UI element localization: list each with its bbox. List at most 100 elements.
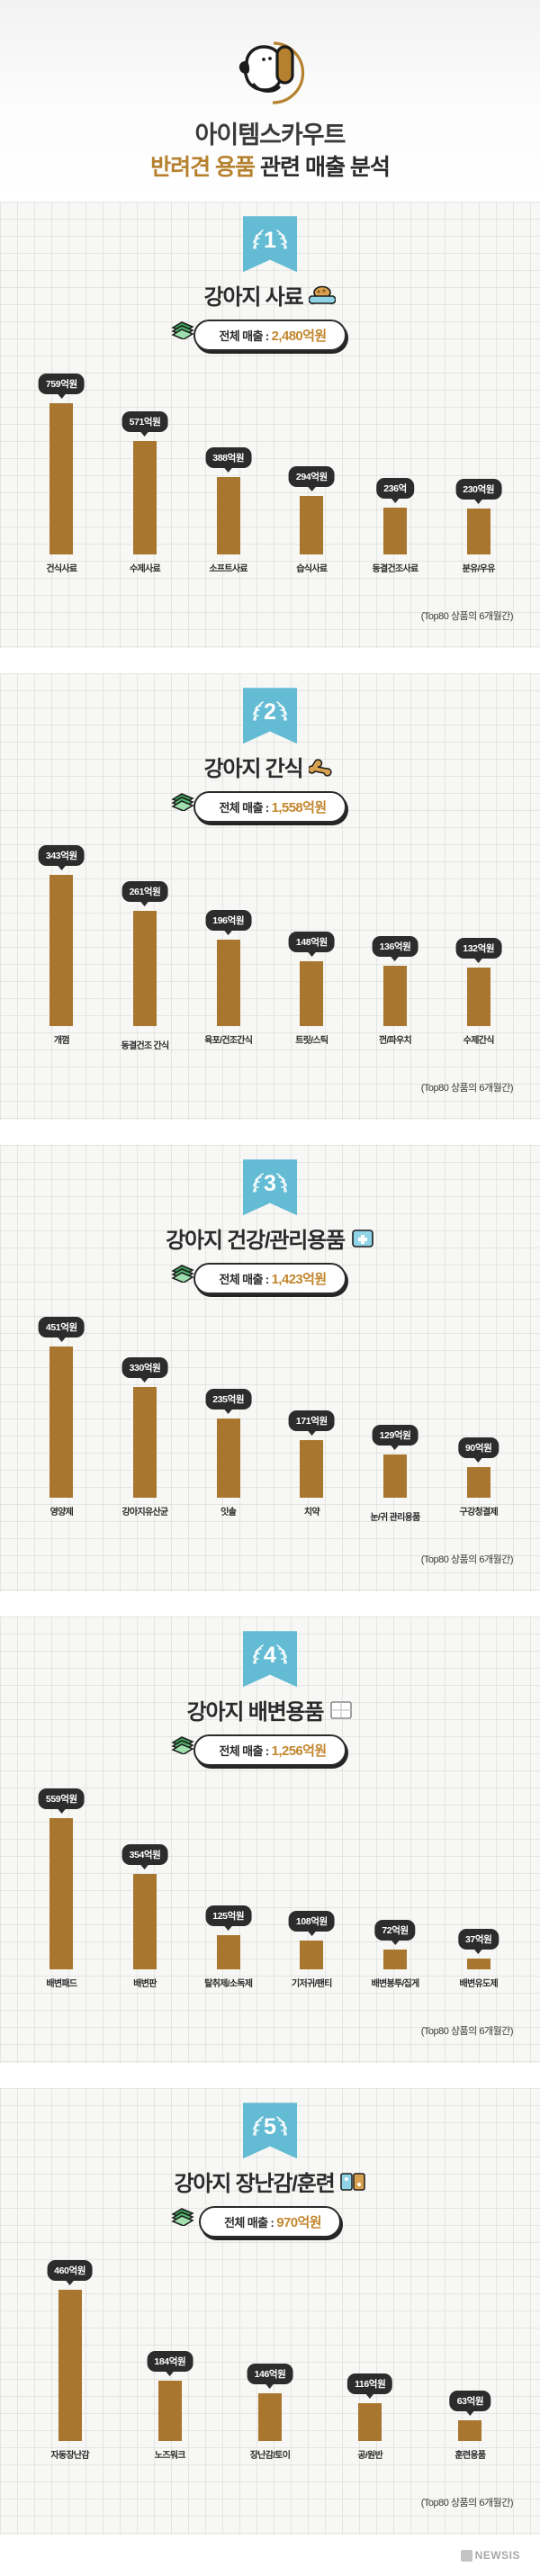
chart-bar[interactable]	[133, 1387, 157, 1499]
chart-bar[interactable]	[300, 1440, 324, 1499]
subtitle-accent: 반려견 용품	[150, 154, 256, 180]
chart-bar[interactable]	[466, 968, 490, 1027]
total-revenue-value: 2,480억원	[271, 329, 328, 345]
value-bubble: 460억원	[47, 2260, 94, 2286]
dog-treat-bone-icon	[309, 756, 336, 778]
chart-bar[interactable]	[216, 477, 240, 555]
total-revenue: 전체 매출 : 970억원	[0, 2206, 540, 2238]
rank-ribbon-shape: 4	[243, 1631, 297, 1688]
chart-column[interactable]: 230억원 분유/우유	[436, 374, 520, 574]
chart-column[interactable]: 136억원 껀/파우치	[354, 846, 437, 1046]
value-bubble: 72억원	[374, 1920, 416, 1946]
rank-ribbon-shape: 3	[243, 1159, 297, 1216]
chart-x-label: 동결건조사료	[372, 563, 419, 574]
chart-bar[interactable]	[133, 911, 157, 1027]
chart-bar[interactable]	[133, 441, 157, 555]
chart-column[interactable]: 37억원 배변유도제	[436, 1789, 520, 1989]
section-title: 강아지 건강/관리용품	[0, 1222, 540, 1254]
chart-x-label: 장난감/토이	[249, 2450, 291, 2461]
chart-column[interactable]: 759억원 건식사료	[20, 374, 104, 574]
chart-column[interactable]: 171억원 치약	[270, 1318, 354, 1518]
chart-x-label: 영양제	[50, 1507, 74, 1518]
chart-column[interactable]: 125억원 탈취제/소독제	[186, 1789, 270, 1989]
chart-footnote: (Top80 상품의 6개월간)	[420, 1554, 514, 1566]
chart-column[interactable]: 261억원 동결건조 간식	[104, 846, 187, 1051]
rank-ribbon: 2	[0, 688, 540, 744]
chart-bar[interactable]	[133, 1874, 157, 1970]
chart-column[interactable]: 129억원 눈/귀 관리용품	[354, 1318, 437, 1523]
chart-footnote: (Top80 상품의 6개월간)	[420, 1083, 514, 1094]
chart-section-1: 1 강아지 사료 전체 매출 : 2,480억원 759억원 건식사료 571억원 수제사료…	[0, 202, 540, 648]
toy-training-icon	[340, 2171, 366, 2193]
chart-column[interactable]: 108억원 기저귀/팬티	[270, 1789, 354, 1989]
chart-bar[interactable]	[50, 875, 74, 1027]
chart-bar[interactable]	[383, 966, 408, 1027]
total-revenue-pill: 전체 매출 : 1,558억원	[194, 791, 346, 824]
chart-column[interactable]: 294억원 습식사료	[270, 374, 354, 574]
total-revenue-value: 1,423억원	[271, 1272, 328, 1288]
chart-bar[interactable]	[50, 1818, 74, 1970]
chart-bar[interactable]	[216, 940, 240, 1027]
chart-bar[interactable]	[216, 1419, 240, 1499]
newsis-watermark: NEWSIS	[460, 2549, 520, 2562]
chart-column[interactable]: 571억원 수제사료	[104, 374, 187, 574]
chart-bar[interactable]	[216, 1935, 240, 1970]
chart-column[interactable]: 90억원 구강청결제	[436, 1318, 520, 1518]
chart-bar[interactable]	[383, 1950, 408, 1970]
section-title-text: 강아지 장난감/훈련	[174, 2172, 336, 2197]
chart-bar[interactable]	[466, 1959, 490, 1970]
chart-bar[interactable]	[358, 2403, 382, 2442]
chart-bar[interactable]	[258, 2393, 282, 2442]
value-bubble: 294억원	[288, 466, 335, 492]
chart-column[interactable]: 451억원 영양제	[20, 1317, 104, 1518]
bar-chart: 343억원 개껌 261억원 동결건조 간식 196억원 육포/건조간식 148억원 트릿/스…	[20, 845, 520, 1051]
chart-column[interactable]: 559억원 배변패드	[20, 1788, 104, 1989]
chart-column[interactable]: 236억 동결건조사료	[354, 374, 437, 574]
chart-column[interactable]: 235억원 잇솔	[186, 1318, 270, 1518]
chart-x-label: 껀/파우치	[378, 1035, 412, 1046]
chart-section-3: 3 강아지 건강/관리용품 전체 매출 : 1,423억원 451억원 영양제 330억원…	[0, 1145, 540, 1591]
chart-column[interactable]: 146억원 장난감/토이	[220, 2261, 320, 2461]
chart-x-label: 배변봉투/집게	[371, 1978, 419, 1989]
chart-column[interactable]: 63억원 훈련용품	[420, 2261, 520, 2461]
chart-bar[interactable]	[466, 509, 490, 555]
total-revenue-label: 전체 매출 :	[219, 1744, 272, 1759]
sections-container: 1 강아지 사료 전체 매출 : 2,480억원 759억원 건식사료 571억원 수제사료…	[0, 202, 540, 2535]
chart-column[interactable]: 184억원 노즈워크	[120, 2261, 220, 2461]
chart-bar[interactable]	[300, 1941, 324, 1970]
chart-column[interactable]: 388억원 소프트사료	[186, 374, 270, 574]
chart-column[interactable]: 148억원 트릿/스틱	[270, 846, 354, 1046]
total-revenue-pill: 전체 매출 : 970억원	[199, 2206, 341, 2238]
chart-bar[interactable]	[58, 2290, 82, 2442]
chart-bar[interactable]	[466, 1467, 490, 1499]
chart-bar[interactable]	[383, 508, 408, 555]
chart-column[interactable]: 116억원 공/원반	[320, 2261, 420, 2461]
chart-column[interactable]: 330억원 강아지유산균	[104, 1318, 187, 1518]
money-icon	[169, 2202, 196, 2230]
chart-bar[interactable]	[300, 961, 324, 1027]
chart-x-label: 노즈워크	[154, 2450, 186, 2461]
chart-bar[interactable]	[50, 1347, 74, 1499]
section-divider	[0, 1120, 540, 1146]
chart-column[interactable]: 354억원 배변판	[104, 1789, 187, 1989]
chart-column[interactable]: 132억원 수제간식	[436, 846, 520, 1046]
total-revenue-label: 전체 매출 :	[219, 1273, 272, 1287]
chart-column[interactable]: 196억원 육포/건조간식	[186, 846, 270, 1046]
newsis-mark-icon	[460, 2549, 472, 2562]
chart-bar[interactable]	[300, 496, 324, 555]
chart-x-label: 건식사료	[46, 563, 77, 574]
chart-x-label: 자동장난감	[50, 2450, 89, 2461]
chart-bar[interactable]	[383, 1455, 408, 1499]
chart-bar[interactable]	[458, 2420, 482, 2442]
chart-bar[interactable]	[50, 403, 74, 555]
chart-bar[interactable]	[158, 2381, 182, 2442]
chart-column[interactable]: 343억원 개껌	[20, 845, 104, 1046]
value-bubble: 330억원	[122, 1357, 168, 1383]
section-title: 강아지 간식	[0, 751, 540, 782]
value-bubble: 108억원	[288, 1911, 335, 1937]
money-icon	[169, 1259, 196, 1287]
value-bubble: 37억원	[457, 1929, 500, 1955]
